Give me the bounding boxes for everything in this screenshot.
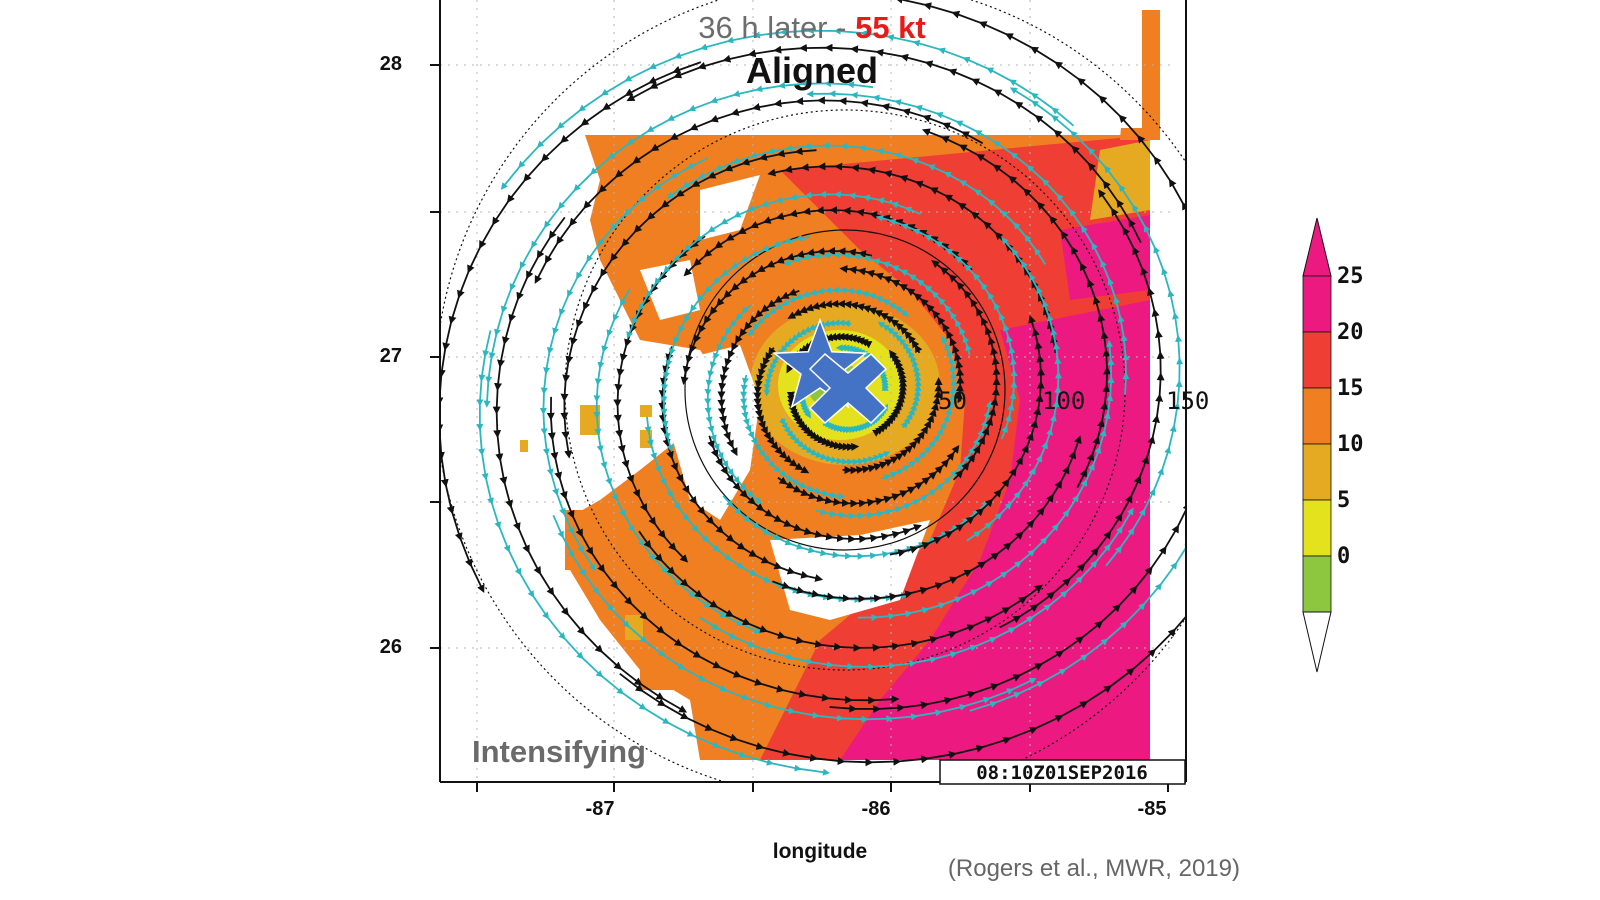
colorbar-min-triangle: [1302, 611, 1332, 673]
range-ring-label-150: 150: [1166, 387, 1209, 415]
colorbar-segment: [1302, 387, 1332, 445]
colorbar-segment: [1302, 443, 1332, 501]
citation: (Rogers et al., MWR, 2019): [948, 855, 1240, 882]
colorbar-tick-label: 15: [1337, 376, 1364, 401]
colorbar-segment: [1302, 499, 1332, 557]
colorbar-tick-label: 20: [1337, 320, 1364, 345]
stage-label: Intensifying: [472, 734, 646, 769]
x-tick-label: -86: [862, 798, 891, 820]
timestamp-box: [939, 759, 1186, 785]
colorbar-max-triangle: [1302, 217, 1332, 277]
colorbar: 0 5 10 15 20 25: [1302, 217, 1364, 673]
alignment-state: Aligned: [746, 50, 878, 91]
x-tick-label: -87: [586, 798, 615, 820]
y-tick-label: 26: [380, 636, 402, 658]
intensity-label: 55 kt: [855, 10, 926, 45]
range-ring-label-50: 50: [938, 387, 967, 415]
y-tick-label: 27: [380, 345, 402, 367]
streamlines: [440, 0, 1186, 776]
colorbar-tick-label: 0: [1337, 544, 1350, 569]
colorbar-tick-label: 10: [1337, 432, 1364, 457]
timestamp-label: 08:10Z01SEP2016: [976, 762, 1148, 784]
colorbar-segment: [1302, 275, 1332, 333]
x-tick-label: -85: [1138, 798, 1167, 820]
colorbar-tick-label: 25: [1337, 264, 1364, 289]
colorbar-segment: [1302, 555, 1332, 613]
mid-level-center-x-icon: [808, 352, 888, 425]
title-separator: -: [828, 10, 856, 45]
streamline-black: [440, 61, 702, 594]
axis-ticks: [430, 64, 1169, 792]
colorbar-segment: [1302, 331, 1332, 389]
panel-title: 36 h later - 55 kt: [698, 10, 926, 45]
y-tick-label: 28: [380, 53, 402, 75]
streamline-black: [835, 0, 1186, 411]
x-axis-label: longitude: [773, 840, 867, 863]
range-ring-label-100: 100: [1042, 387, 1085, 415]
colorbar-tick-label: 5: [1337, 488, 1350, 513]
time-label: 36 h later: [698, 10, 827, 45]
